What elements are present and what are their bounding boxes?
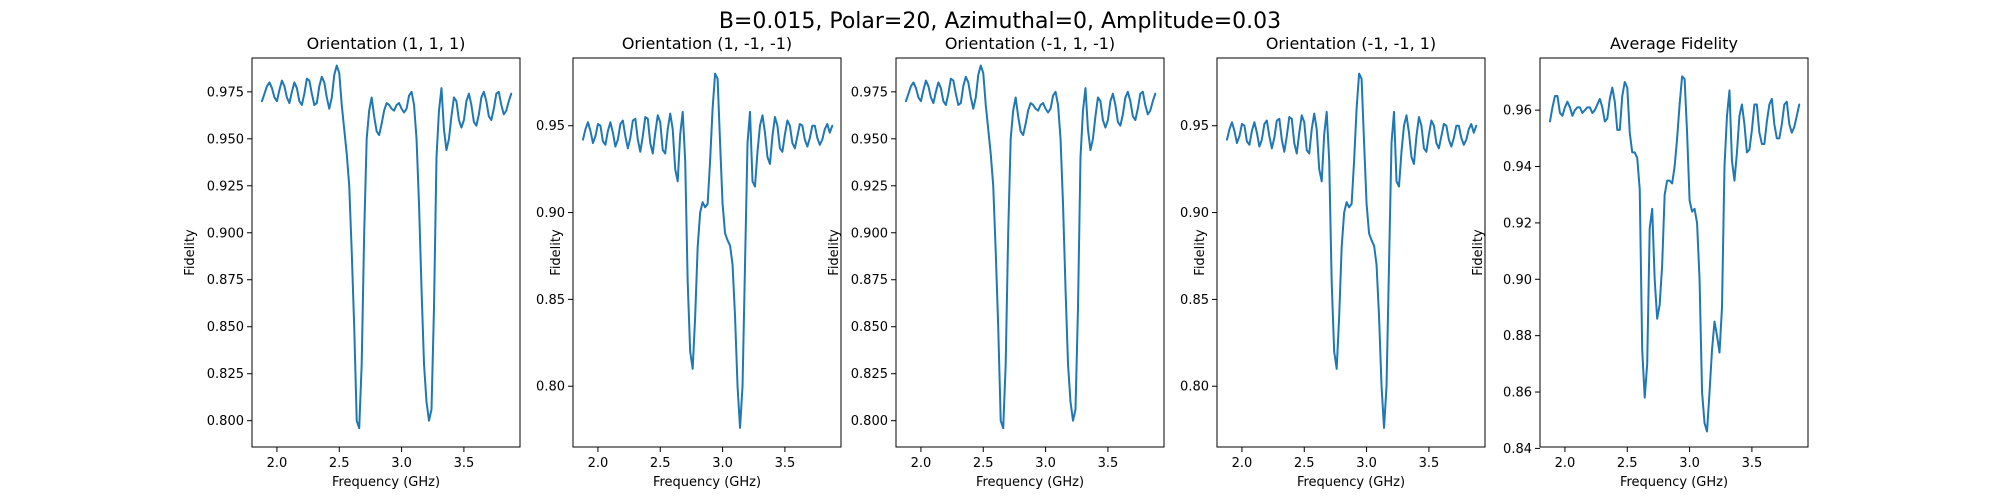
x-tick-label: 3.5	[1098, 456, 1119, 471]
x-tick-label: 3.5	[1742, 456, 1763, 471]
fidelity-line	[1225, 72, 1478, 429]
y-tick-label: 0.95	[1180, 119, 1209, 134]
y-tick-label: 0.825	[851, 367, 888, 382]
y-axis-label: Fidelity	[1193, 229, 1208, 276]
subplot-title: Orientation (1, -1, -1)	[622, 34, 792, 53]
fidelity-line	[904, 64, 1157, 430]
x-tick-label: 2.5	[329, 456, 350, 471]
x-tick-label: 2.0	[267, 456, 288, 471]
y-tick-label: 0.950	[207, 132, 244, 147]
subplots: Orientation (1, 1, 1) 2.0 2.5 3.0 3.5 0.800 0.…	[183, 34, 1809, 490]
subplot-title: Orientation (1, 1, 1)	[307, 34, 466, 53]
y-tick-label: 0.80	[1180, 380, 1209, 395]
y-tick-label: 0.925	[851, 179, 888, 194]
x-axis-label: Frequency (GHz)	[653, 475, 761, 490]
y-tick-label: 0.95	[536, 119, 565, 134]
y-tick-label: 0.850	[851, 320, 888, 335]
x-tick-label: 2.5	[1617, 456, 1638, 471]
y-axis-label: Fidelity	[1471, 229, 1486, 276]
subplot-5: Average Fidelity 2.0 2.5 3.0 3.5 0.84 0.86 0.88…	[1471, 34, 1809, 490]
x-tick-label: 3.5	[775, 456, 796, 471]
y-tick-label: 0.86	[1503, 386, 1532, 401]
x-axis-label: Frequency (GHz)	[976, 475, 1084, 490]
y-tick-label: 0.875	[851, 273, 888, 288]
y-tick-label: 0.94	[1503, 160, 1532, 175]
subplot-title: Orientation (-1, 1, -1)	[945, 34, 1115, 53]
y-tick-label: 0.900	[207, 226, 244, 241]
y-tick-label: 0.85	[536, 293, 565, 308]
y-tick-label: 0.88	[1503, 329, 1532, 344]
x-axis-label: Frequency (GHz)	[1620, 475, 1728, 490]
x-tick-label: 2.5	[1294, 456, 1315, 471]
plot-frame	[251, 57, 521, 448]
subplot-1: Orientation (1, 1, 1) 2.0 2.5 3.0 3.5 0.800 0.…	[183, 34, 521, 490]
subplot-title: Average Fidelity	[1610, 34, 1738, 53]
x-tick-label: 2.5	[650, 456, 671, 471]
y-tick-label: 0.90	[1503, 273, 1532, 288]
y-tick-label: 0.96	[1503, 104, 1532, 119]
y-tick-label: 0.875	[207, 273, 244, 288]
plot-frame	[1216, 57, 1486, 448]
x-tick-label: 3.5	[1419, 456, 1440, 471]
y-tick-label: 0.850	[207, 320, 244, 335]
subplot-title: Orientation (-1, -1, 1)	[1266, 34, 1436, 53]
y-tick-label: 0.80	[536, 380, 565, 395]
y-tick-label: 0.90	[1180, 206, 1209, 221]
figure-suptitle: B=0.015, Polar=20, Azimuthal=0, Amplitud…	[719, 9, 1281, 34]
subplot-3: Orientation (-1, 1, -1) 2.0 2.5 3.0 3.5 0.800…	[827, 34, 1165, 490]
plot-frame	[895, 57, 1165, 448]
y-tick-label: 0.800	[851, 414, 888, 429]
y-axis-label: Fidelity	[827, 229, 842, 276]
x-tick-label: 3.0	[1679, 456, 1700, 471]
subplot-4: Orientation (-1, -1, 1) 2.0 2.5 3.0 3.5 0.80 0…	[1180, 34, 1486, 490]
y-axis-label: Fidelity	[183, 229, 198, 276]
x-tick-label: 2.5	[973, 456, 994, 471]
fidelity-line	[260, 64, 513, 430]
y-tick-label: 0.950	[851, 132, 888, 147]
y-tick-label: 0.92	[1503, 216, 1532, 231]
y-tick-label: 0.84	[1503, 442, 1532, 457]
x-tick-label: 2.0	[588, 456, 609, 471]
y-tick-label: 0.900	[851, 226, 888, 241]
x-tick-label: 3.0	[391, 456, 412, 471]
y-tick-label: 0.925	[207, 179, 244, 194]
y-tick-label: 0.800	[207, 414, 244, 429]
x-tick-label: 3.0	[712, 456, 733, 471]
fidelity-line	[1548, 75, 1801, 433]
subplot-2: Orientation (1, -1, -1) 2.0 2.5 3.0 3.5 0.80 0…	[536, 34, 842, 490]
plot-frame	[572, 57, 842, 448]
y-tick-label: 0.90	[536, 206, 565, 221]
y-tick-label: 0.825	[207, 367, 244, 382]
x-axis-label: Frequency (GHz)	[1297, 475, 1405, 490]
plot-frame	[1539, 57, 1809, 448]
x-tick-label: 3.5	[454, 456, 475, 471]
y-tick-label: 0.975	[207, 85, 244, 100]
fidelity-line	[581, 72, 834, 429]
y-tick-label: 0.975	[851, 85, 888, 100]
y-tick-label: 0.85	[1180, 293, 1209, 308]
x-tick-label: 3.0	[1356, 456, 1377, 471]
y-axis-label: Fidelity	[549, 229, 564, 276]
x-tick-label: 3.0	[1035, 456, 1056, 471]
x-tick-label: 2.0	[1555, 456, 1576, 471]
x-tick-label: 2.0	[1232, 456, 1253, 471]
x-tick-label: 2.0	[911, 456, 932, 471]
x-axis-label: Frequency (GHz)	[332, 475, 440, 490]
